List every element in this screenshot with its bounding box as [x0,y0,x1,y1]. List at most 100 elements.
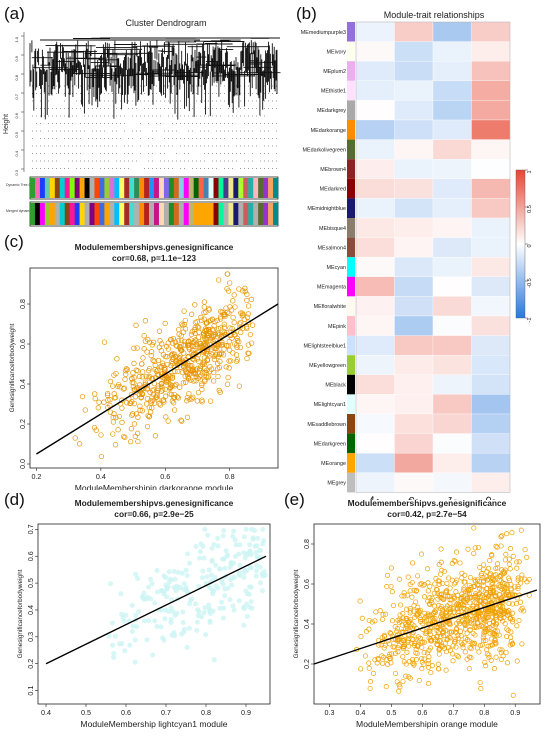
scatter-point [464,607,470,613]
legend-tick-label: 0.5 [527,205,533,213]
scatter-point [228,577,234,583]
scatter-point [367,685,373,692]
scatter-point [458,633,464,639]
scatter-point [492,612,499,619]
dynamic-tree-cut-color [273,178,279,198]
heatmap-cell [394,472,434,493]
scatter-point [206,602,212,608]
scatter-point [470,584,476,590]
scatter-point [173,342,179,349]
scatter-point [120,386,127,392]
scatter-point [217,605,223,611]
scatter-point [506,600,512,607]
scatter-point [397,576,403,582]
scatter-point [223,364,229,370]
x-tick-label: 0.3 [324,708,334,717]
scatter-point [193,338,199,344]
heatmap-frame [355,21,511,493]
scatter-point [496,592,502,598]
scatter-point [492,628,498,634]
scatter-point [180,609,186,615]
merged-dynamic-color [79,203,85,225]
scatter-point [135,576,141,581]
merged-dynamic-color [183,203,190,225]
scatter-point [155,367,161,373]
scatter-point [194,619,200,625]
scatter-point [367,679,374,685]
scatter-point [133,571,139,577]
scatter-point [199,399,205,405]
scatter-point [247,331,254,338]
scatter-point [395,637,401,644]
scatter-point [208,346,214,353]
dynamic-tree-cut-color [258,178,264,198]
heatmap-cell [432,276,472,297]
scatter-point [104,392,111,398]
scatter-point [260,541,266,547]
scatter-point [236,321,243,327]
scatter-point [228,307,235,313]
dynamic-tree-cut-color [79,178,85,198]
scatter-point [447,647,453,653]
scatter-point [492,637,498,643]
scatter-point [163,414,169,420]
scatter-point [170,350,176,357]
heatmap-row-label: MEbisque4 [319,226,346,232]
scatter-point [206,305,212,312]
dynamic-tree-cut-color [74,178,80,198]
scatter-point [157,338,163,344]
heatmap-cell [355,315,395,336]
scatter-point [437,592,443,598]
scatter-point [425,658,431,664]
scatter-point [504,626,510,632]
scatter-point [221,605,227,611]
scatter-point [148,352,154,359]
scatter-point [159,607,165,613]
panel-a-label: (a) [4,4,25,23]
scatter-point [149,375,156,381]
dynamic-tree-cut-color [248,178,254,198]
scatter-point [473,615,480,621]
scatter-d: Modulemembershipvs.genesignificancecor=0… [17,498,271,729]
scatter-point [440,596,446,602]
scatter-point [202,526,208,532]
scatter-point [192,330,198,337]
heatmap-cell [471,276,511,297]
scatter-point [191,327,198,333]
heatmap-cell [432,394,472,415]
scatter-point [185,370,191,376]
scatter-point [209,557,215,563]
heatmap-cell [471,355,511,375]
dendrogram-ytick-label: 0.8 [14,74,19,80]
scatter-point [195,324,201,330]
scatter-point [396,636,402,642]
heatmap-cell [394,335,434,356]
dynamic-tree-cut-color [213,178,219,198]
scatter-point [395,649,401,655]
scatter-point [144,637,150,643]
scatter-point [417,607,424,614]
scatter-point [433,624,439,630]
scatter-point [140,355,146,361]
scatter-point [480,574,486,580]
merged-dynamic-color [198,203,204,225]
scatter-point [175,338,182,344]
scatter-point [475,577,481,583]
scatter-point [450,651,456,657]
scatter-point [494,597,500,604]
dendrogram-ytick-label: 0.3 [14,169,19,175]
scatter-point [131,360,137,367]
scatter-point [481,610,487,616]
scatter-point [484,569,490,575]
scatter-point [154,624,160,629]
scatter-point [193,601,199,607]
scatter-point [517,599,524,605]
scatter-point [419,655,425,662]
scatter-point [160,397,167,403]
scatter-point [450,606,456,612]
scatter-point [427,595,433,601]
scatter-point [443,589,450,595]
module-color-swatch [347,316,355,336]
scatter-point [493,565,499,571]
scatter-point [107,397,113,403]
